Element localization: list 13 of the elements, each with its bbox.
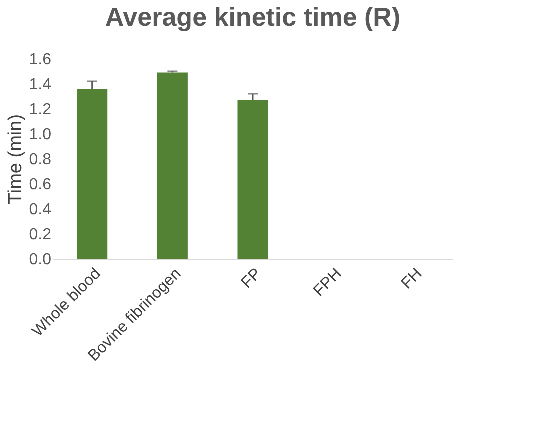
- y-tick-label: 0.6: [29, 176, 52, 194]
- x-tick-label: FP: [238, 266, 266, 292]
- y-tick-label: 0.0: [29, 252, 52, 268]
- chart-title: Average kinetic time (R): [105, 2, 401, 32]
- y-tick-label: 0.4: [29, 202, 52, 218]
- y-tick-label: 1.2: [29, 102, 52, 118]
- y-axis-title: Time (min): [5, 114, 26, 205]
- y-tick-label: 1.6: [29, 52, 52, 68]
- y-tick-label: 0.2: [29, 226, 52, 244]
- y-tick-label: 0.8: [29, 152, 52, 168]
- y-tick-label: 1.4: [29, 76, 52, 94]
- x-tick-label: FH: [398, 266, 426, 293]
- y-tick-label: 1.0: [29, 126, 52, 144]
